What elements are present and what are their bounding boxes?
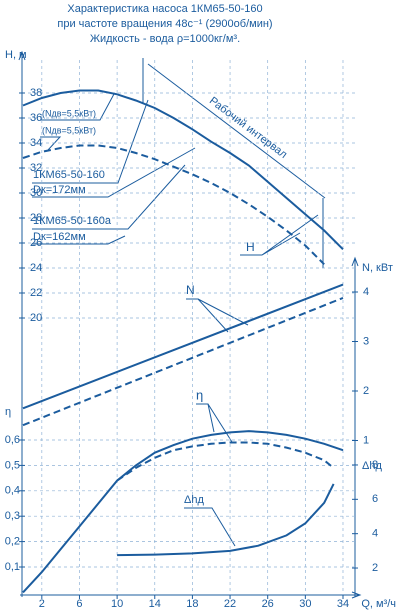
annotation: 1КМ65-50-160а <box>33 215 112 227</box>
leader <box>196 403 233 443</box>
series-line <box>22 89 344 251</box>
annotation: H <box>246 240 255 254</box>
y-tick-label: 8 <box>372 459 378 471</box>
x-tick-label: 18 <box>186 598 198 610</box>
y-tick-label: 2 <box>363 385 369 397</box>
leader <box>32 235 126 245</box>
leader <box>240 214 319 256</box>
leader <box>40 93 115 121</box>
chart-subtitle: при частоте вращения 48с⁻¹ (2900об/мин) <box>57 18 272 30</box>
annotation: (Nдв=5,5кВт) <box>42 125 96 135</box>
y-tick-label: 30 <box>30 187 42 199</box>
series-line <box>22 430 344 594</box>
x-tick-label: 30 <box>299 598 311 610</box>
y-tick-label: 6 <box>372 493 378 505</box>
annotation: Dк=172мм <box>33 184 86 196</box>
y-tick-label: 4 <box>372 528 378 540</box>
x-tick-label: 34 <box>337 598 349 610</box>
series-line <box>22 144 325 266</box>
x-tick-label: 14 <box>149 598 161 610</box>
y-axis-label: η <box>5 406 11 418</box>
chart-title: Характеристика насоса 1КМ65-50-160 <box>67 3 262 15</box>
y-axis-label: H, м <box>5 49 27 61</box>
axis-arrow <box>18 50 26 61</box>
annotation: Dк=162мм <box>33 231 86 243</box>
chart-subtitle: Жидкость - вода ρ=1000кг/м³. <box>90 33 240 45</box>
y-axis-label: N, кВт <box>362 262 393 274</box>
y-tick-label: 0,5 <box>5 459 20 471</box>
x-tick-label: 26 <box>262 598 274 610</box>
interval-line <box>147 63 326 199</box>
y-tick-label: 0,6 <box>5 434 20 446</box>
y-tick-label: 0,1 <box>5 561 20 573</box>
y-tick-label: 4 <box>363 286 369 298</box>
annotation: (Nдв=5,5кВт) <box>42 108 96 118</box>
y-tick-label: 34 <box>30 137 42 149</box>
y-tick-label: 0,2 <box>5 536 20 548</box>
y-tick-label: 20 <box>30 312 42 324</box>
leader <box>32 164 186 230</box>
series-line <box>117 483 335 557</box>
x-axis-label: Q, м³/ч <box>361 598 396 610</box>
x-tick-label: 10 <box>111 598 123 610</box>
annotation: Рабочий интервал <box>207 95 289 161</box>
y-tick-label: 38 <box>30 87 42 99</box>
y-tick-label: 0,3 <box>5 510 20 522</box>
y-tick-label: 2 <box>372 562 378 574</box>
axis-arrow <box>351 256 359 267</box>
y-tick-label: 0,4 <box>5 485 20 497</box>
y-tick-label: 24 <box>30 262 42 274</box>
annotation: N <box>186 283 195 297</box>
grid <box>22 60 355 595</box>
y-tick-label: 22 <box>30 287 42 299</box>
leader <box>40 136 62 151</box>
x-tick-label: 2 <box>39 598 45 610</box>
y-tick-label: 36 <box>30 112 42 124</box>
x-tick-label: 6 <box>76 598 82 610</box>
annotation: η <box>196 387 203 402</box>
y-tick-label: 3 <box>363 335 369 347</box>
leader <box>184 507 236 547</box>
annotation: 1КМ65-50-160 <box>33 169 105 181</box>
leader <box>32 99 149 184</box>
leader <box>186 298 249 333</box>
y-tick-label: 28 <box>30 212 42 224</box>
x-tick-label: 22 <box>224 598 236 610</box>
y-axis-label: Δhд <box>362 460 382 472</box>
series-line <box>116 441 335 482</box>
series-line <box>22 283 344 410</box>
series-line <box>22 296 344 427</box>
y-tick-label: 32 <box>30 162 42 174</box>
annotation: Δhд <box>184 494 204 506</box>
y-tick-label: 26 <box>30 237 42 249</box>
y-tick-label: 1 <box>363 434 369 446</box>
